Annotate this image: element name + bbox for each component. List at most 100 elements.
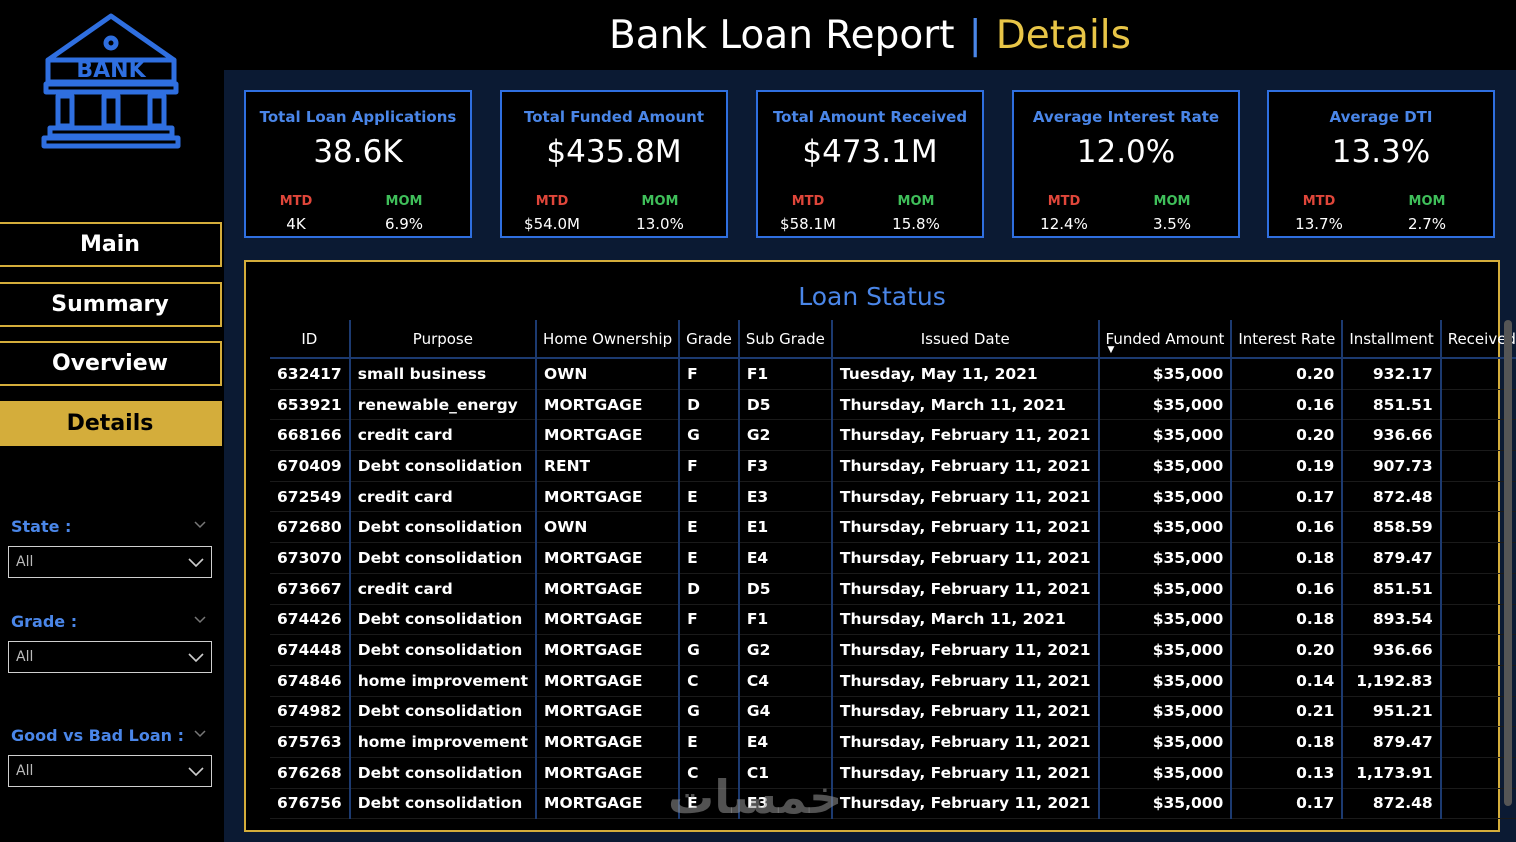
table-cell: Thursday, February 11, 2021: [830, 450, 1099, 482]
kpi-mom-value: 2.7%: [1407, 215, 1447, 233]
chevron-down-icon[interactable]: [194, 727, 206, 739]
table-cell: Thursday, March 11, 2021: [830, 604, 1099, 636]
table-row[interactable]: 668166 credit card MORTGAGE G G2 Thursday, Fe…: [270, 419, 1516, 452]
table-cell: MORTGAGE: [535, 726, 680, 758]
table-cell: $35,000: [1097, 788, 1232, 820]
table-cell: C: [678, 665, 739, 697]
bank-logo-icon: BANK: [41, 13, 181, 149]
kpi-mtd-label: MTD: [1302, 194, 1336, 209]
table-cell: 907.73: [1341, 450, 1441, 482]
chevron-down-icon[interactable]: [194, 518, 206, 530]
kpi-mtd-value: 13.7%: [1295, 215, 1343, 233]
state-filter-label: State :: [11, 517, 72, 536]
table-cell: E: [678, 511, 739, 544]
table-row[interactable]: 674426 Debt consolidation MORTGAGE F F1 Thurs…: [270, 604, 1516, 636]
total-loan-applications-card: Total Loan Applications 38.6K MTD MOM 4K 6.9%: [244, 90, 472, 238]
table-cell: 879.47: [1341, 542, 1441, 574]
main-content: Total Loan Applications 38.6K MTD MOM 4K 6.9%…: [224, 70, 1516, 842]
sort-descending-icon[interactable]: ▼: [1107, 345, 1115, 355]
nav-overview-button[interactable]: Overview: [0, 341, 222, 386]
column-header[interactable]: Grade: [678, 320, 739, 358]
table-row[interactable]: 672680 Debt consolidation OWN E E1 Thursday, …: [270, 511, 1516, 544]
table-cell: 10430: [1439, 358, 1516, 390]
table-row[interactable]: 676756 Debt consolidation MORTGAGE E E3 Thurs…: [270, 788, 1516, 820]
table-cell: 0.17: [1230, 788, 1343, 820]
table-cell: credit card: [348, 481, 537, 513]
table-cell: E3: [737, 481, 832, 513]
table-row[interactable]: 653921 renewable_energy MORTGAGE D D5 Thursda…: [270, 389, 1516, 421]
table-cell: 672549: [270, 481, 350, 513]
table-row[interactable]: 674448 Debt consolidation MORTGAGE G G2 Thurs…: [270, 634, 1516, 666]
table-row[interactable]: 672549 credit card MORTGAGE E E3 Thursday, Fe…: [270, 481, 1516, 513]
chevron-down-icon[interactable]: [194, 613, 206, 625]
table-cell: 0.20: [1230, 358, 1343, 390]
kpi-title: Average DTI: [1329, 108, 1433, 126]
table-cell: 936.66: [1341, 419, 1441, 452]
table-scrollbar[interactable]: [1504, 320, 1512, 806]
state-filter-value: All: [16, 554, 34, 570]
table-cell: renewable_energy: [348, 389, 537, 421]
table-row[interactable]: 674982 Debt consolidation MORTGAGE G G4 Thurs…: [270, 696, 1516, 728]
kpi-mtd-value: 12.4%: [1040, 215, 1088, 233]
column-header[interactable]: Issued Date: [830, 320, 1099, 358]
loan-status-table: ID Purpose Home Ownership Grade Sub Grade Iss…: [270, 320, 1516, 820]
nav-summary-button[interactable]: Summary: [0, 282, 222, 327]
table-cell: 56199: [1439, 634, 1516, 666]
grade-filter-value: All: [16, 649, 34, 665]
table-cell: 0.21: [1230, 696, 1343, 728]
column-header[interactable]: Funded Amount ▼: [1097, 320, 1232, 358]
column-header-label: Installment: [1349, 329, 1434, 348]
table-row[interactable]: 673070 Debt consolidation MORTGAGE E E4 Thurs…: [270, 542, 1516, 574]
loan-quality-filter-select[interactable]: All: [8, 755, 212, 787]
table-cell: 872.48: [1341, 481, 1441, 513]
column-header[interactable]: Purpose: [348, 320, 537, 358]
table-cell: Debt consolidation: [348, 757, 537, 789]
table-cell: RENT: [535, 450, 680, 482]
column-header[interactable]: Home Ownership: [535, 320, 680, 358]
table-cell: 676268: [270, 757, 350, 789]
table-cell: Debt consolidation: [348, 542, 537, 574]
table-cell: credit card: [348, 419, 537, 452]
column-header[interactable]: Received Amount: [1439, 320, 1516, 358]
table-row[interactable]: 674846 home improvement MORTGAGE C C4 Thursda…: [270, 665, 1516, 697]
column-header[interactable]: Interest Rate: [1230, 320, 1343, 358]
table-cell: 14374: [1439, 696, 1516, 728]
table-cell: 0.16: [1230, 389, 1343, 421]
column-header[interactable]: ID: [270, 320, 350, 358]
table-row[interactable]: 670409 Debt consolidation RENT F F3 Thursday,…: [270, 450, 1516, 482]
kpi-mom-label: MOM: [897, 194, 935, 209]
nav-main-button[interactable]: Main: [0, 222, 222, 267]
table-cell: 858.59: [1341, 511, 1441, 544]
kpi-mom-value: 15.8%: [892, 215, 940, 233]
kpi-title: Average Interest Rate: [1032, 108, 1220, 126]
table-row[interactable]: 675763 home improvement MORTGAGE E E4 Thursda…: [270, 726, 1516, 758]
table-row[interactable]: 676268 Debt consolidation MORTGAGE C C1 Thurs…: [270, 757, 1516, 789]
table-cell: 0.17: [1230, 481, 1343, 513]
grade-filter-select[interactable]: All: [8, 641, 212, 673]
table-cell: D: [678, 573, 739, 605]
table-cell: 674846: [270, 665, 350, 697]
kpi-value: 13.3%: [1331, 134, 1431, 170]
table-cell: G2: [737, 419, 832, 452]
table-row[interactable]: 632417 small business OWN F F1 Tuesday, May 1…: [270, 358, 1516, 390]
table-cell: 0.13: [1230, 757, 1343, 789]
state-filter-select[interactable]: All: [8, 546, 212, 578]
loan-quality-filter-value: All: [16, 763, 34, 779]
table-cell: 41509: [1439, 573, 1516, 605]
kpi-mom-label: MOM: [385, 194, 423, 209]
table-cell: 1,173.91: [1341, 757, 1441, 789]
table-cell: 670409: [270, 450, 350, 482]
table-cell: 653921: [270, 389, 350, 421]
table-cell: 1,192.83: [1341, 665, 1441, 697]
column-header[interactable]: Installment: [1341, 320, 1441, 358]
table-cell: E1: [737, 511, 832, 544]
table-cell: $35,000: [1097, 358, 1232, 390]
column-header[interactable]: Sub Grade: [737, 320, 832, 358]
table-cell: E: [678, 788, 739, 820]
nav-details-button[interactable]: Details: [0, 401, 222, 446]
average-dti-card: Average DTI 13.3% MTD MOM 13.7% 2.7%: [1267, 90, 1495, 238]
table-cell: E4: [737, 542, 832, 574]
table-cell: D5: [737, 573, 832, 605]
column-header-label: Purpose: [412, 329, 473, 348]
table-row[interactable]: 673667 credit card MORTGAGE D D5 Thursday, Fe…: [270, 573, 1516, 605]
